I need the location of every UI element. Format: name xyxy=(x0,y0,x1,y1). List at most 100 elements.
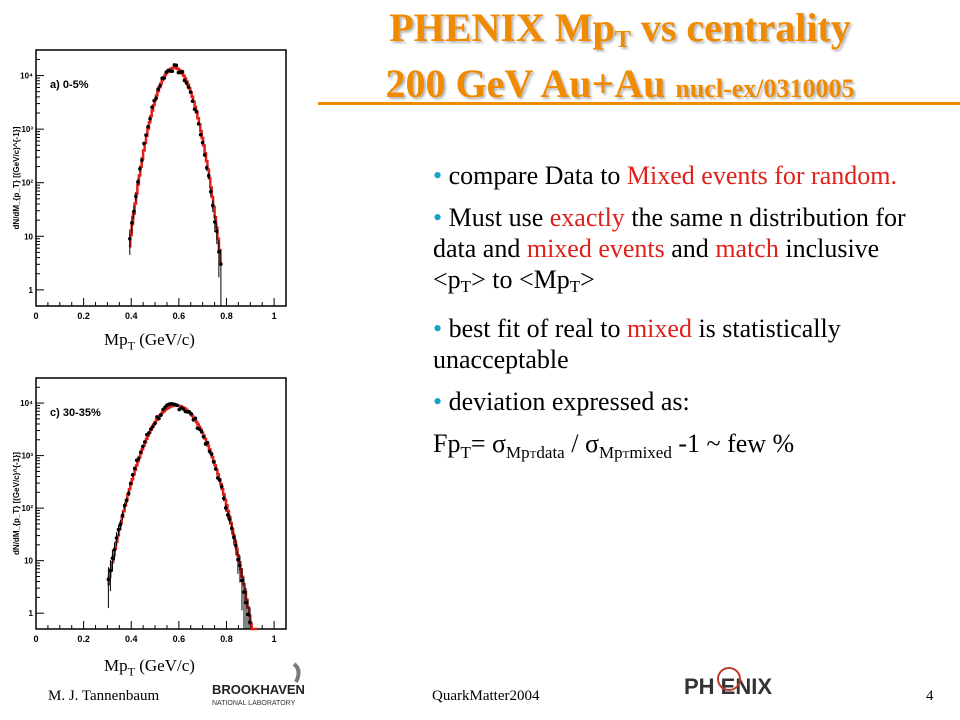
x-tick-label: 0.2 xyxy=(77,311,90,321)
bnl-logo: BROOKHAVEN NATIONAL LABORATORY xyxy=(212,662,305,707)
data-point xyxy=(152,98,156,103)
bullet-1: • compare Data to Mixed events for rando… xyxy=(433,161,897,190)
x-tick-label: 0 xyxy=(33,634,38,644)
data-point xyxy=(144,133,148,137)
data-point xyxy=(242,590,246,594)
x-tick-label: 0.4 xyxy=(125,311,138,321)
data-point xyxy=(162,76,167,80)
data-point xyxy=(142,141,146,146)
data-point xyxy=(194,109,199,114)
data-point xyxy=(200,140,205,145)
y-tick-label: 1 xyxy=(29,286,34,295)
slide-title: PHENIX MpT vs centrality 200 GeV Au+Au n… xyxy=(300,6,940,111)
data-point xyxy=(138,166,142,171)
phenix-logo-emblem xyxy=(717,667,741,691)
data-point xyxy=(110,556,115,560)
data-point xyxy=(211,460,216,464)
footer-author: M. J. Tannenbaum xyxy=(48,688,160,704)
data-point xyxy=(180,69,185,74)
data-point xyxy=(130,472,135,477)
data-point xyxy=(184,81,189,85)
chart-panel-c: 0 0.2 0.4 0.6 0.8 1 1 10 10² 10³ 10⁴ dN/dM_{p_T} [(… xyxy=(12,377,287,644)
data-point xyxy=(193,416,198,421)
x-tick-label: 0.6 xyxy=(173,634,186,644)
data-point xyxy=(198,132,203,137)
data-point xyxy=(232,535,236,540)
y-tick-label: 10 xyxy=(24,232,33,241)
y-tick-label: 10⁴ xyxy=(20,399,33,408)
phenix-logo-text: PH ENIX xyxy=(684,674,772,699)
plot-frame xyxy=(35,49,287,307)
data-point xyxy=(219,484,224,489)
data-point xyxy=(159,413,163,417)
panel-label: c) 30-35% xyxy=(50,407,101,419)
data-point xyxy=(240,578,244,583)
x-tick-label: 0.4 xyxy=(125,634,138,644)
panel-label: a) 0-5% xyxy=(50,79,89,91)
data-point xyxy=(192,107,197,112)
x-tick-label: 0.2 xyxy=(77,634,90,644)
data-point xyxy=(150,105,154,110)
data-point xyxy=(143,440,147,444)
data-point xyxy=(209,452,214,457)
data-point xyxy=(207,449,212,454)
formula: FpT= σMpTdata / σMpTmixed -1 ~ few % xyxy=(433,429,795,462)
data-point xyxy=(189,412,194,416)
data-point xyxy=(134,194,138,199)
y-tick-label: 10² xyxy=(21,179,33,188)
data-point xyxy=(201,434,206,439)
data-point xyxy=(219,262,223,266)
x-axis-caption-a: MpT (GeV/c) xyxy=(104,330,195,353)
data-point xyxy=(246,612,250,617)
data-point xyxy=(140,444,145,449)
data-point xyxy=(210,203,215,208)
data-point xyxy=(206,173,211,178)
data-point xyxy=(205,440,210,445)
title-line-1: PHENIX MpT vs centrality xyxy=(389,5,851,54)
title-line-2: 200 GeV Au+Au nucl-ex/0310005 xyxy=(385,61,855,106)
data-point xyxy=(234,543,238,548)
data-point xyxy=(136,456,141,461)
data-point xyxy=(238,563,242,568)
data-point xyxy=(108,568,113,573)
data-point xyxy=(114,536,119,540)
data-point xyxy=(122,503,127,508)
data-point xyxy=(170,69,175,74)
data-point xyxy=(154,96,158,100)
bnl-logo-top: BROOKHAVEN xyxy=(212,682,305,697)
data-point xyxy=(118,522,123,527)
y-axis-label: dN/dM_{p_T} [(GeV/c)^{-1}] xyxy=(12,126,21,229)
data-point xyxy=(112,547,117,552)
data-point xyxy=(215,229,219,234)
bullet-3: • best fit of real to mixed is statistic… xyxy=(433,314,841,374)
data-point xyxy=(132,209,136,214)
data-point xyxy=(236,557,240,562)
phenix-logo: PH ENIX xyxy=(684,667,772,699)
y-tick-label: 10³ xyxy=(21,452,33,461)
data-point xyxy=(223,506,228,510)
footer-conference: QuarkMatter2004 xyxy=(432,688,540,704)
data-point xyxy=(147,431,151,435)
data-point xyxy=(197,427,202,431)
data-point xyxy=(230,526,234,531)
data-point xyxy=(175,403,179,408)
bullet-list: • compare Data to Mixed events for rando… xyxy=(433,160,933,471)
data-point xyxy=(188,90,193,94)
x-tick-label: 0.8 xyxy=(220,634,233,644)
y-tick-label: 10³ xyxy=(21,125,33,134)
data-point xyxy=(202,153,207,157)
data-point xyxy=(140,158,144,163)
data-point xyxy=(132,466,137,471)
data-point xyxy=(146,124,150,129)
data-point xyxy=(158,83,162,88)
data-point xyxy=(116,527,121,532)
data-point xyxy=(244,600,248,605)
x-tick-label: 0 xyxy=(33,311,38,321)
x-axis-caption-c: MpT (GeV/c) xyxy=(104,656,195,679)
mixed-series-line xyxy=(128,66,222,263)
data-point xyxy=(157,416,161,421)
x-tick-label: 1 xyxy=(272,311,277,321)
data-point xyxy=(228,517,232,522)
y-tick-label: 10⁴ xyxy=(20,72,33,81)
data-point xyxy=(136,179,140,184)
